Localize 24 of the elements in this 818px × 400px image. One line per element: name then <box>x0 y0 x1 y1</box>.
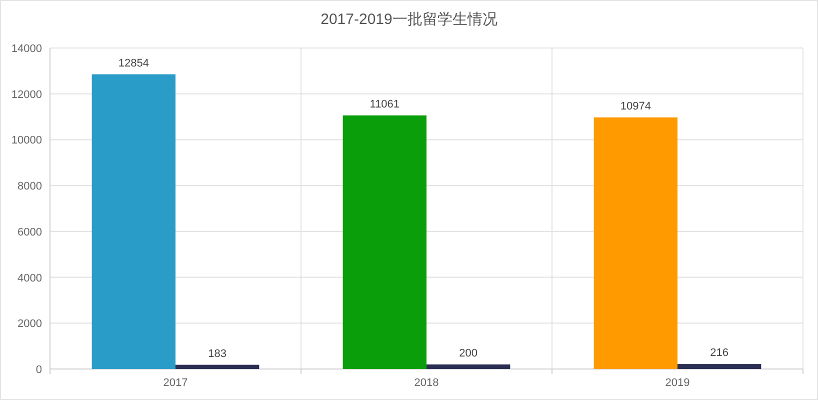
bar <box>92 74 176 369</box>
data-label: 11061 <box>370 98 400 110</box>
y-tick-label: 10000 <box>11 134 42 147</box>
data-label: 12854 <box>118 57 149 70</box>
bar <box>342 115 426 369</box>
y-tick-label: 0 <box>36 364 42 376</box>
y-tick-label: 14000 <box>11 43 42 55</box>
bar <box>426 364 510 369</box>
chart-title: 2017-2019一批留学生情况 <box>320 11 498 28</box>
y-tick-label: 8000 <box>18 180 42 193</box>
x-tick-label: 2019 <box>665 377 690 389</box>
data-label: 216 <box>710 347 729 360</box>
data-label: 200 <box>459 347 478 360</box>
y-tick-label: 6000 <box>18 226 42 238</box>
bar <box>594 117 678 369</box>
y-tick-label: 2000 <box>18 318 42 330</box>
data-label: 183 <box>208 348 227 360</box>
data-label: 10974 <box>620 100 651 112</box>
bar <box>176 364 260 369</box>
x-tick-label: 2018 <box>414 377 439 389</box>
y-tick-label: 4000 <box>18 272 42 284</box>
bar <box>678 364 762 369</box>
y-tick-label: 12000 <box>11 88 42 101</box>
x-tick-label: 2017 <box>163 377 188 389</box>
